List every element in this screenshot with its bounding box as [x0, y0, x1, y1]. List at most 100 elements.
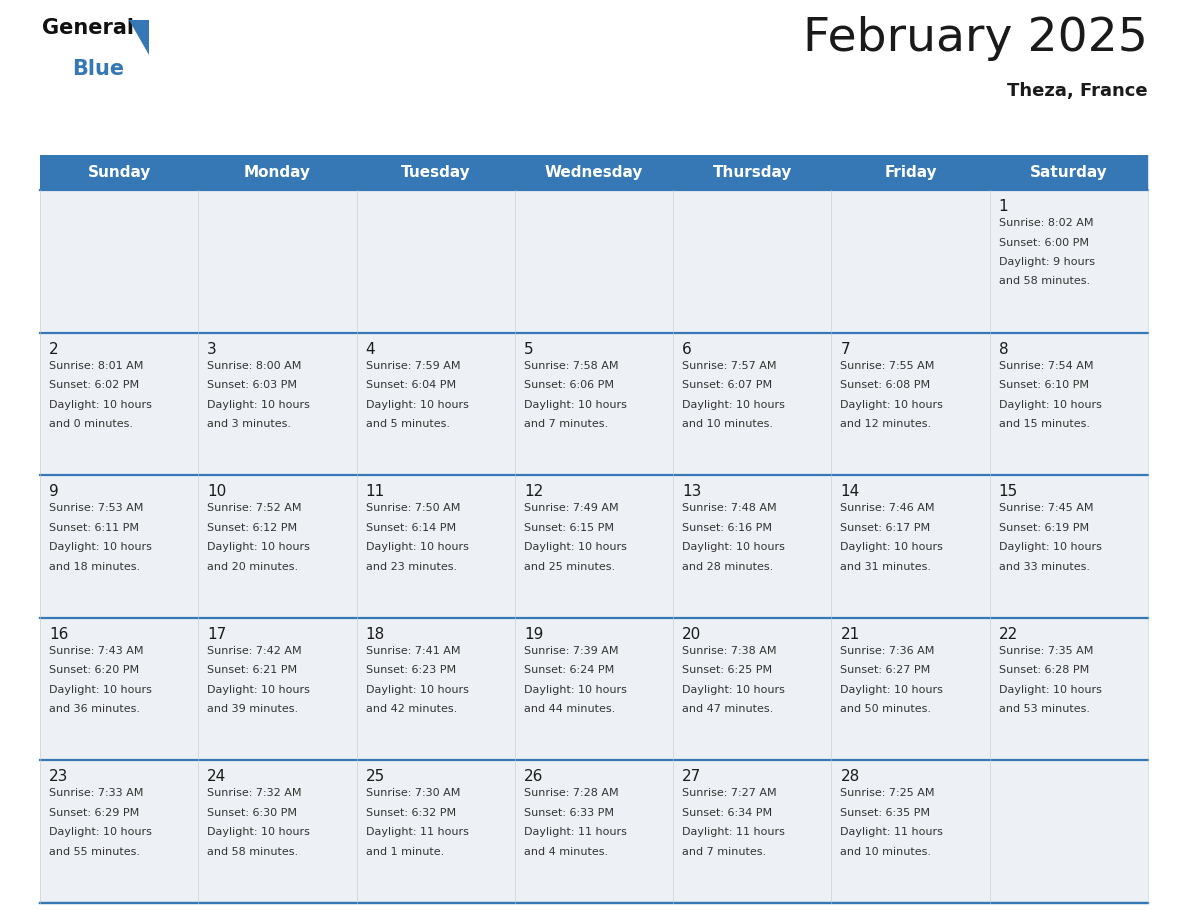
Text: Daylight: 10 hours: Daylight: 10 hours	[999, 685, 1101, 695]
Text: Sunset: 6:06 PM: Sunset: 6:06 PM	[524, 380, 614, 390]
Text: Sunset: 6:11 PM: Sunset: 6:11 PM	[49, 522, 139, 532]
Text: Daylight: 9 hours: Daylight: 9 hours	[999, 257, 1094, 267]
Text: and 5 minutes.: and 5 minutes.	[366, 420, 449, 429]
Text: 9: 9	[49, 484, 58, 499]
Text: Sunrise: 7:35 AM: Sunrise: 7:35 AM	[999, 645, 1093, 655]
Text: Daylight: 10 hours: Daylight: 10 hours	[207, 685, 310, 695]
Text: 1: 1	[999, 199, 1009, 214]
Text: Daylight: 10 hours: Daylight: 10 hours	[49, 399, 152, 409]
Bar	[40, 618, 198, 760]
Text: General: General	[42, 18, 134, 38]
Text: and 7 minutes.: and 7 minutes.	[524, 420, 608, 429]
Text: Daylight: 10 hours: Daylight: 10 hours	[49, 685, 152, 695]
Text: 3: 3	[207, 341, 217, 356]
Text: Daylight: 10 hours: Daylight: 10 hours	[49, 543, 152, 553]
Text: Daylight: 10 hours: Daylight: 10 hours	[682, 399, 785, 409]
Text: and 36 minutes.: and 36 minutes.	[49, 704, 140, 714]
Bar	[674, 332, 832, 476]
Text: and 53 minutes.: and 53 minutes.	[999, 704, 1089, 714]
Text: Sunset: 6:34 PM: Sunset: 6:34 PM	[682, 808, 772, 818]
Text: Sunset: 6:19 PM: Sunset: 6:19 PM	[999, 522, 1089, 532]
Text: Sunset: 6:02 PM: Sunset: 6:02 PM	[49, 380, 139, 390]
Text: Sunrise: 7:36 AM: Sunrise: 7:36 AM	[840, 645, 935, 655]
Text: 6: 6	[682, 341, 691, 356]
Text: Sunset: 6:33 PM: Sunset: 6:33 PM	[524, 808, 614, 818]
Bar	[674, 760, 832, 903]
Text: and 23 minutes.: and 23 minutes.	[366, 562, 456, 572]
Text: Sunset: 6:21 PM: Sunset: 6:21 PM	[207, 666, 297, 676]
Text: Sunset: 6:29 PM: Sunset: 6:29 PM	[49, 808, 139, 818]
Text: Tuesday: Tuesday	[400, 165, 470, 180]
Text: and 33 minutes.: and 33 minutes.	[999, 562, 1089, 572]
Text: and 44 minutes.: and 44 minutes.	[524, 704, 615, 714]
Text: Sunrise: 7:52 AM: Sunrise: 7:52 AM	[207, 503, 302, 513]
Bar	[832, 760, 990, 903]
Text: Sunset: 6:12 PM: Sunset: 6:12 PM	[207, 522, 297, 532]
Text: 28: 28	[840, 769, 860, 784]
Bar	[514, 476, 674, 618]
Text: and 58 minutes.: and 58 minutes.	[207, 847, 298, 856]
Text: Daylight: 10 hours: Daylight: 10 hours	[840, 399, 943, 409]
Bar	[356, 618, 514, 760]
Text: Sunset: 6:07 PM: Sunset: 6:07 PM	[682, 380, 772, 390]
Text: Daylight: 10 hours: Daylight: 10 hours	[524, 685, 627, 695]
Text: 8: 8	[999, 341, 1009, 356]
Bar	[356, 476, 514, 618]
Text: 26: 26	[524, 769, 543, 784]
Bar	[514, 760, 674, 903]
Text: Daylight: 11 hours: Daylight: 11 hours	[366, 827, 468, 837]
Text: Sunset: 6:10 PM: Sunset: 6:10 PM	[999, 380, 1088, 390]
Text: Sunrise: 7:33 AM: Sunrise: 7:33 AM	[49, 789, 144, 799]
Text: Daylight: 10 hours: Daylight: 10 hours	[366, 543, 468, 553]
Text: Sunset: 6:27 PM: Sunset: 6:27 PM	[840, 666, 930, 676]
Bar	[832, 190, 990, 332]
Text: 24: 24	[207, 769, 227, 784]
Bar	[198, 332, 356, 476]
Text: Sunrise: 7:46 AM: Sunrise: 7:46 AM	[840, 503, 935, 513]
Text: Sunrise: 7:32 AM: Sunrise: 7:32 AM	[207, 789, 302, 799]
Bar	[514, 190, 674, 332]
Text: and 7 minutes.: and 7 minutes.	[682, 847, 766, 856]
Bar	[514, 332, 674, 476]
Text: Daylight: 10 hours: Daylight: 10 hours	[840, 685, 943, 695]
Text: Sunrise: 7:38 AM: Sunrise: 7:38 AM	[682, 645, 777, 655]
Text: Sunrise: 7:30 AM: Sunrise: 7:30 AM	[366, 789, 460, 799]
Text: Sunset: 6:14 PM: Sunset: 6:14 PM	[366, 522, 456, 532]
Text: Sunrise: 7:42 AM: Sunrise: 7:42 AM	[207, 645, 302, 655]
Text: 2: 2	[49, 341, 58, 356]
Text: Daylight: 10 hours: Daylight: 10 hours	[49, 827, 152, 837]
Bar	[356, 190, 514, 332]
Text: Sunrise: 7:27 AM: Sunrise: 7:27 AM	[682, 789, 777, 799]
Text: Daylight: 10 hours: Daylight: 10 hours	[840, 543, 943, 553]
Text: Daylight: 10 hours: Daylight: 10 hours	[682, 543, 785, 553]
Text: Daylight: 10 hours: Daylight: 10 hours	[524, 399, 627, 409]
Text: Sunrise: 7:50 AM: Sunrise: 7:50 AM	[366, 503, 460, 513]
Text: and 18 minutes.: and 18 minutes.	[49, 562, 140, 572]
Bar	[674, 618, 832, 760]
Text: Sunset: 6:32 PM: Sunset: 6:32 PM	[366, 808, 456, 818]
Text: Sunset: 6:17 PM: Sunset: 6:17 PM	[840, 522, 930, 532]
Bar	[40, 155, 1148, 190]
Text: Theza, France: Theza, France	[1007, 82, 1148, 100]
Text: and 10 minutes.: and 10 minutes.	[682, 420, 773, 429]
Bar	[40, 760, 198, 903]
Text: 10: 10	[207, 484, 227, 499]
Text: Sunrise: 7:25 AM: Sunrise: 7:25 AM	[840, 789, 935, 799]
Text: Sunrise: 7:57 AM: Sunrise: 7:57 AM	[682, 361, 777, 371]
Bar	[198, 476, 356, 618]
Text: 27: 27	[682, 769, 701, 784]
Text: 20: 20	[682, 627, 701, 642]
Bar	[674, 476, 832, 618]
Text: Saturday: Saturday	[1030, 165, 1107, 180]
Bar	[832, 476, 990, 618]
Text: Sunset: 6:28 PM: Sunset: 6:28 PM	[999, 666, 1089, 676]
Bar	[990, 760, 1148, 903]
Text: and 55 minutes.: and 55 minutes.	[49, 847, 140, 856]
Text: Sunday: Sunday	[88, 165, 151, 180]
Bar	[990, 476, 1148, 618]
Text: Daylight: 10 hours: Daylight: 10 hours	[207, 543, 310, 553]
Text: and 12 minutes.: and 12 minutes.	[840, 420, 931, 429]
Text: 21: 21	[840, 627, 860, 642]
Text: and 58 minutes.: and 58 minutes.	[999, 276, 1089, 286]
Bar	[40, 190, 198, 332]
